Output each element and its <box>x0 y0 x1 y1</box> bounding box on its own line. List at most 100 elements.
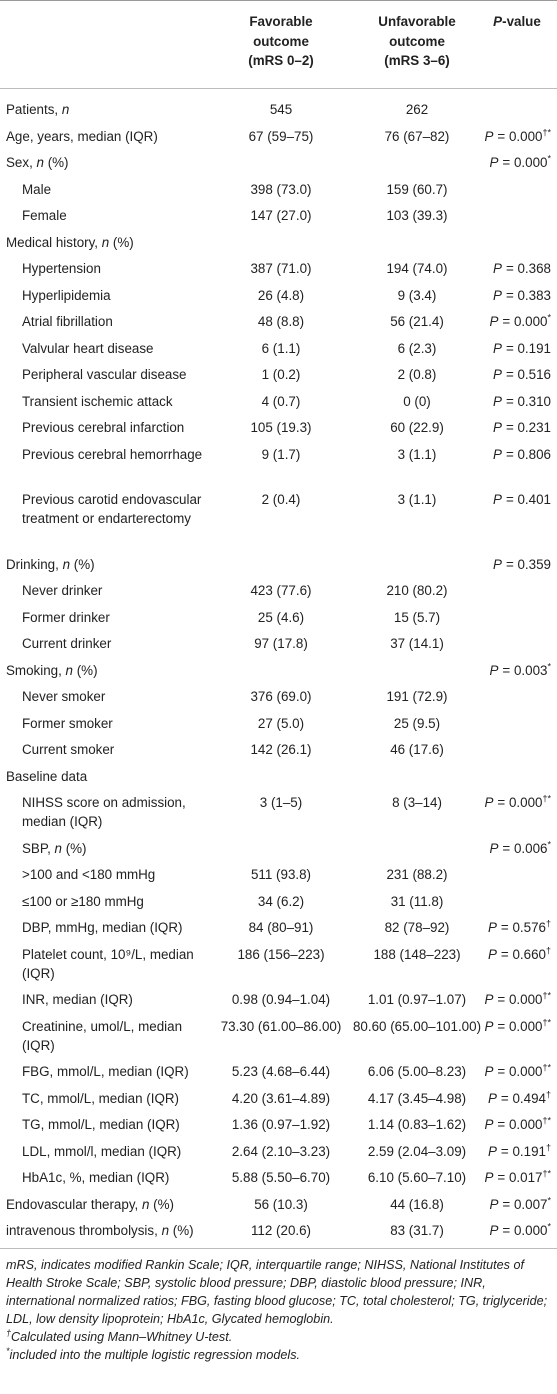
p-value: P = 0.006* <box>489 839 551 856</box>
table-row: Male 398 (73.0) 159 (60.7) <box>0 176 557 203</box>
p-value: P = 0.003* <box>489 661 551 678</box>
top-rule <box>0 0 557 2</box>
p-value: P = 0.000* <box>489 1221 551 1238</box>
table-row: Current drinker 97 (17.8) 37 (14.1) <box>0 630 557 657</box>
row-label: Previous cerebral hemorrhage <box>22 446 203 462</box>
unfavorable-value: 262 <box>405 102 429 117</box>
favorable-value: 511 (93.8) <box>250 867 312 882</box>
unfavorable-value: 2 (0.8) <box>397 367 437 382</box>
favorable-value: 34 (6.2) <box>257 893 305 909</box>
unfavorable-value: 56 (21.4) <box>390 314 444 329</box>
unfavorable-value: 191 (72.9) <box>386 689 448 704</box>
unfavorable-value: 8 (3–14) <box>392 795 442 810</box>
table-row: INR, median (IQR) 0.98 (0.94–1.04) 1.01 (0… <box>0 986 557 1013</box>
row-label: Transient ischemic attack <box>22 393 173 409</box>
favorable-value: 1 (0.2) <box>261 367 301 382</box>
row-label: NIHSS score on admission, median (IQR) <box>22 795 186 829</box>
row-label: Endovascular therapy, n (%) <box>6 1196 174 1212</box>
unfavorable-value: 194 (74.0) <box>386 261 448 276</box>
table-row: Creatinine, umol/L, median (IQR) 73.30 (6… <box>0 1013 557 1059</box>
row-label: Atrial fibrillation <box>22 314 113 329</box>
table-row: ≤100 or ≥180 mmHg 34 (6.2) 31 (11.8) <box>0 888 557 915</box>
unfavorable-value: 231 (88.2) <box>386 867 448 882</box>
p-value: P = 0.231 <box>493 420 551 435</box>
favorable-value: 186 (156–223) <box>237 946 325 962</box>
table-row: Atrial fibrillation 48 (8.8) 56 (21.4) P = 0… <box>0 308 557 335</box>
p-value: P = 0.007* <box>489 1195 551 1212</box>
star-note: *included into the multiple logistic reg… <box>6 1345 301 1362</box>
row-label: Never smoker <box>22 689 106 704</box>
table-row: Former drinker 25 (4.6) 15 (5.7) <box>0 604 557 631</box>
favorable-value: 25 (4.6) <box>257 609 305 625</box>
unfavorable-value: 76 (67–82) <box>384 128 450 144</box>
favorable-value: 387 (71.0) <box>250 261 312 276</box>
header-favorable: Favorable outcome (mRS 0–2) <box>248 14 314 68</box>
unfavorable-value: 188 (148–223) <box>373 946 461 962</box>
table-row: FBG, mmol/L, median (IQR) 5.23 (4.68–6.44… <box>0 1058 557 1085</box>
table-row: Sex, n (%) P = 0.000* <box>0 149 557 176</box>
table-row: Never smoker 376 (69.0) 191 (72.9) <box>0 683 557 710</box>
unfavorable-value: 3 (1.1) <box>397 492 437 507</box>
p-value: P = 0.383 <box>493 287 551 303</box>
table-row: Medical history, n (%) <box>0 229 557 256</box>
p-value: P = 0.806 <box>493 446 551 462</box>
table-row: Endovascular therapy, n (%) 56 (10.3) 44 (… <box>0 1191 557 1218</box>
header-p-value: P-value <box>493 14 541 29</box>
unfavorable-value: 25 (9.5) <box>393 715 441 731</box>
unfavorable-value: 0 (0) <box>403 393 431 409</box>
table-row: Patients, n 545 262 <box>0 96 557 123</box>
unfavorable-value: 83 (31.7) <box>390 1223 444 1238</box>
favorable-value: 2.64 (2.10–3.23) <box>231 1143 331 1159</box>
table-row: Previous cerebral infarction 105 (19.3) 60… <box>0 414 557 441</box>
unfavorable-value: 6.06 (5.00–8.23) <box>367 1064 467 1079</box>
row-label: Female <box>22 208 67 223</box>
unfavorable-value: 9 (3.4) <box>397 287 437 303</box>
favorable-value: 97 (17.8) <box>254 636 308 651</box>
favorable-value: 4 (0.7) <box>261 393 301 409</box>
table-row: DBP, mmHg, median (IQR) 84 (80–91) 82 (78–… <box>0 914 557 941</box>
favorable-value: 84 (80–91) <box>248 920 314 935</box>
unfavorable-value: 6.10 (5.60–7.10) <box>367 1170 467 1185</box>
favorable-value: 376 (69.0) <box>250 689 312 704</box>
p-value: P = 0.000†* <box>484 1017 551 1034</box>
p-value: P = 0.516 <box>493 367 551 382</box>
row-label: SBP, n (%) <box>22 840 87 856</box>
dagger-note: †Calculated using Mann–Whitney U-test. <box>6 1327 233 1344</box>
p-value: P = 0.000†* <box>484 127 551 144</box>
favorable-value: 112 (20.6) <box>250 1223 312 1238</box>
unfavorable-value: 80.60 (65.00–101.00) <box>352 1018 482 1034</box>
row-label: Former smoker <box>22 715 113 731</box>
unfavorable-value: 82 (78–92) <box>384 920 450 935</box>
unfavorable-value: 1.01 (0.97–1.07) <box>367 992 467 1007</box>
table-row: Never drinker 423 (77.6) 210 (80.2) <box>0 577 557 604</box>
unfavorable-value: 31 (11.8) <box>390 893 444 909</box>
p-value: P = 0.000†* <box>484 1115 551 1132</box>
favorable-value: 9 (1.7) <box>261 446 301 462</box>
p-value: P = 0.000†* <box>484 1062 551 1079</box>
row-label: Hyperlipidemia <box>22 287 111 303</box>
p-value: P = 0.017†* <box>484 1168 551 1185</box>
favorable-value: 2 (0.4) <box>261 492 301 507</box>
table-row: Transient ischemic attack 4 (0.7) 0 (0) P = … <box>0 388 557 415</box>
header-rule <box>0 88 557 89</box>
row-label: TC, mmol/L, median (IQR) <box>22 1090 179 1106</box>
favorable-value: 147 (27.0) <box>250 208 312 223</box>
row-label: Peripheral vascular disease <box>22 367 187 382</box>
p-value: P = 0.000* <box>489 312 551 329</box>
favorable-value: 1.36 (0.97–1.92) <box>231 1117 331 1132</box>
favorable-value: 56 (10.3) <box>254 1196 308 1212</box>
favorable-value: 5.23 (4.68–6.44) <box>231 1064 331 1079</box>
favorable-value: 3 (1–5) <box>259 795 303 810</box>
header-unfavorable: Unfavorable outcome (mRS 3–6) <box>378 14 456 68</box>
row-label: Previous cerebral infarction <box>22 420 185 435</box>
unfavorable-value: 1.14 (0.83–1.62) <box>367 1117 467 1132</box>
unfavorable-value: 210 (80.2) <box>386 583 448 598</box>
table-row: TC, mmol/L, median (IQR) 4.20 (3.61–4.89)… <box>0 1085 557 1112</box>
table-row: Peripheral vascular disease 1 (0.2) 2 (0.8… <box>0 361 557 388</box>
table-row: TG, mmol/L, median (IQR) 1.36 (0.97–1.92)… <box>0 1111 557 1138</box>
table-row: Platelet count, 10⁹/L, median (IQR) 186 (… <box>0 941 557 987</box>
favorable-value: 0.98 (0.94–1.04) <box>231 992 331 1007</box>
table-row: intravenous thrombolysis, n (%) 112 (20.6… <box>0 1217 557 1244</box>
row-label: DBP, mmHg, median (IQR) <box>22 920 183 935</box>
table-bottom-rule <box>0 1247 557 1249</box>
